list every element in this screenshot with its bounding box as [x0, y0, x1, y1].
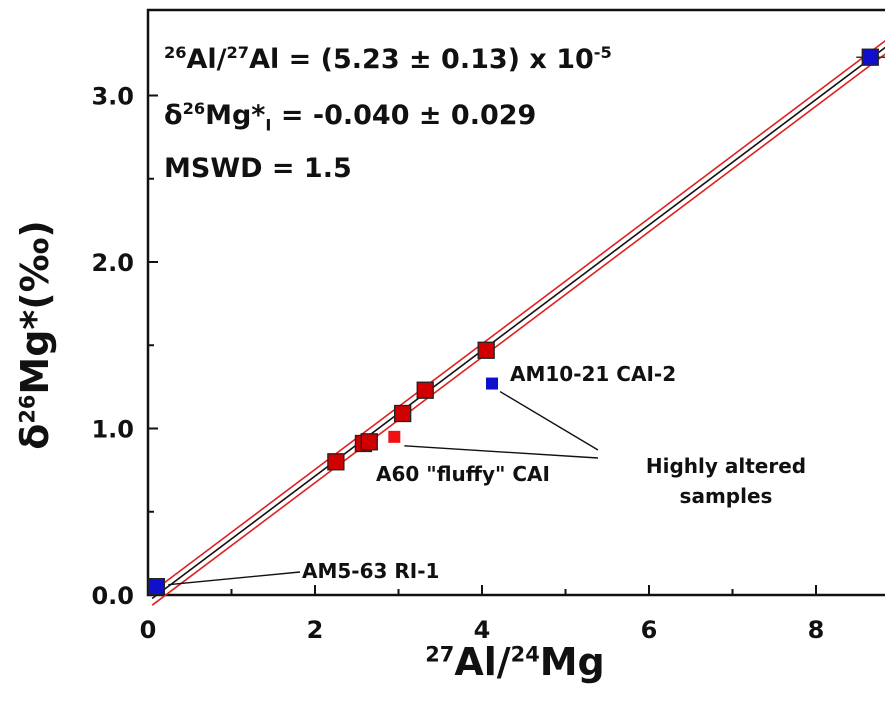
data-points [147, 48, 885, 596]
data-point [394, 404, 412, 423]
leader-line [404, 445, 599, 459]
error-envelope-upper [151, 39, 885, 593]
samples-label: samples [680, 484, 773, 508]
y-tick-label: 3.0 [91, 83, 134, 111]
altered-point [388, 430, 401, 443]
highly-altered-label: Highly altered [646, 454, 806, 478]
isochron-fit-line [151, 46, 885, 600]
x-axis-label: 27Al/24Mg [425, 640, 605, 684]
am10-label: AM10-21 CAI-2 [510, 362, 676, 386]
x-tick-label: 0 [140, 616, 157, 644]
data-point [416, 381, 434, 399]
x-tick-label: 6 [641, 616, 658, 644]
y-tick-label: 2.0 [91, 249, 134, 277]
error-envelope-lower [151, 53, 885, 606]
fit-lines [151, 39, 885, 606]
annotations: AM10-21 CAI-2 A60 "fluffy" CAI Highly alte… [168, 362, 806, 586]
altered-point [486, 377, 499, 390]
data-point [360, 433, 378, 451]
y-tick-label: 1.0 [91, 416, 134, 444]
endpoint-point [861, 48, 879, 66]
plot-frame [146, 8, 885, 597]
x-tick-label: 4 [474, 616, 491, 644]
axes-layer: 0 2 4 6 8 0.0 1.0 2.0 3.0 [91, 8, 885, 644]
y-tick-label: 0.0 [91, 582, 134, 610]
data-point [477, 341, 495, 359]
leader-line [168, 571, 301, 586]
mswd-label: MSWD = 1.5 [164, 153, 352, 184]
isochron-ratio-label: 26Al/27Al = (5.23 ± 0.13) x 10-5 [164, 43, 612, 75]
y-axis-label: δ26Mg*(‰) [13, 220, 57, 450]
endpoint-point [147, 578, 166, 596]
initial-delta-label: δ26Mg*I = -0.040 ± 0.029 [164, 99, 537, 135]
am5-label: AM5-63 RI-1 [302, 559, 439, 583]
a60-label: A60 "fluffy" CAI [376, 462, 550, 486]
data-point [327, 453, 345, 471]
x-tick-label: 2 [307, 616, 324, 644]
leader-line [499, 390, 599, 451]
x-tick-label: 8 [808, 616, 825, 644]
